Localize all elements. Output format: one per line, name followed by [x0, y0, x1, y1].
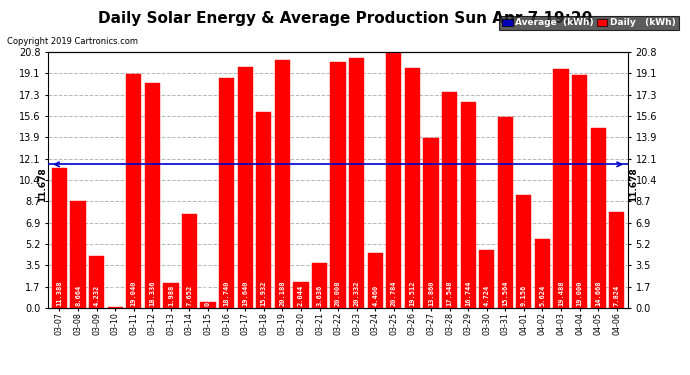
Bar — [553, 69, 569, 308]
Text: 11.388: 11.388 — [57, 280, 63, 306]
Bar — [497, 117, 513, 308]
Text: 19.512: 19.512 — [409, 280, 415, 306]
Bar — [535, 238, 550, 308]
Text: 20.008: 20.008 — [335, 280, 341, 306]
Text: 1.988: 1.988 — [168, 284, 174, 306]
Text: 4.724: 4.724 — [484, 284, 490, 306]
Bar — [349, 58, 364, 308]
Text: 19.000: 19.000 — [577, 280, 582, 306]
Bar — [479, 250, 494, 308]
Bar — [70, 201, 86, 308]
Bar — [424, 138, 439, 308]
Text: 3.636: 3.636 — [317, 284, 322, 306]
Bar — [145, 83, 160, 308]
Text: 16.744: 16.744 — [465, 280, 471, 306]
Text: 20.332: 20.332 — [354, 280, 359, 306]
Text: 15.564: 15.564 — [502, 280, 509, 306]
Bar — [52, 168, 67, 308]
Text: 18.336: 18.336 — [149, 280, 155, 306]
Bar — [164, 283, 179, 308]
Text: 4.232: 4.232 — [94, 284, 99, 306]
Text: 11.678: 11.678 — [629, 167, 638, 201]
Text: 9.156: 9.156 — [521, 284, 527, 306]
Bar — [89, 256, 104, 308]
Text: 19.488: 19.488 — [558, 280, 564, 306]
Text: 7.652: 7.652 — [186, 284, 193, 306]
Text: 17.548: 17.548 — [446, 280, 453, 306]
Legend: Average  (kWh), Daily   (kWh): Average (kWh), Daily (kWh) — [499, 16, 678, 30]
Bar — [442, 92, 457, 308]
Text: 14.668: 14.668 — [595, 280, 601, 306]
Bar — [516, 195, 531, 308]
Bar — [219, 78, 235, 308]
Bar — [201, 302, 216, 307]
Text: 0.452: 0.452 — [205, 284, 211, 306]
Bar — [293, 282, 308, 308]
Bar — [572, 75, 587, 308]
Text: 18.740: 18.740 — [224, 280, 230, 306]
Text: 19.640: 19.640 — [242, 280, 248, 306]
Bar — [405, 68, 420, 308]
Bar — [609, 211, 624, 308]
Bar — [460, 102, 476, 308]
Text: 0.020: 0.020 — [112, 284, 118, 306]
Text: 13.860: 13.860 — [428, 280, 434, 306]
Bar — [331, 62, 346, 308]
Text: 7.824: 7.824 — [613, 284, 620, 306]
Bar — [591, 128, 606, 308]
Bar — [368, 253, 383, 308]
Text: 2.044: 2.044 — [298, 284, 304, 306]
Bar — [256, 112, 271, 308]
Bar — [275, 60, 290, 308]
Text: 15.932: 15.932 — [261, 280, 267, 306]
Text: 8.664: 8.664 — [75, 284, 81, 306]
Text: 4.460: 4.460 — [372, 284, 378, 306]
Text: Daily Solar Energy & Average Production Sun Apr 7 19:20: Daily Solar Energy & Average Production … — [98, 11, 592, 26]
Text: 19.040: 19.040 — [130, 280, 137, 306]
Bar — [126, 74, 141, 307]
Bar — [182, 214, 197, 308]
Text: 5.624: 5.624 — [540, 284, 546, 306]
Text: 20.188: 20.188 — [279, 280, 286, 306]
Bar — [386, 53, 402, 307]
Bar — [237, 67, 253, 308]
Text: Copyright 2019 Cartronics.com: Copyright 2019 Cartronics.com — [7, 38, 138, 46]
Text: 20.784: 20.784 — [391, 280, 397, 306]
Bar — [312, 263, 327, 308]
Text: 11.678: 11.678 — [38, 167, 47, 201]
